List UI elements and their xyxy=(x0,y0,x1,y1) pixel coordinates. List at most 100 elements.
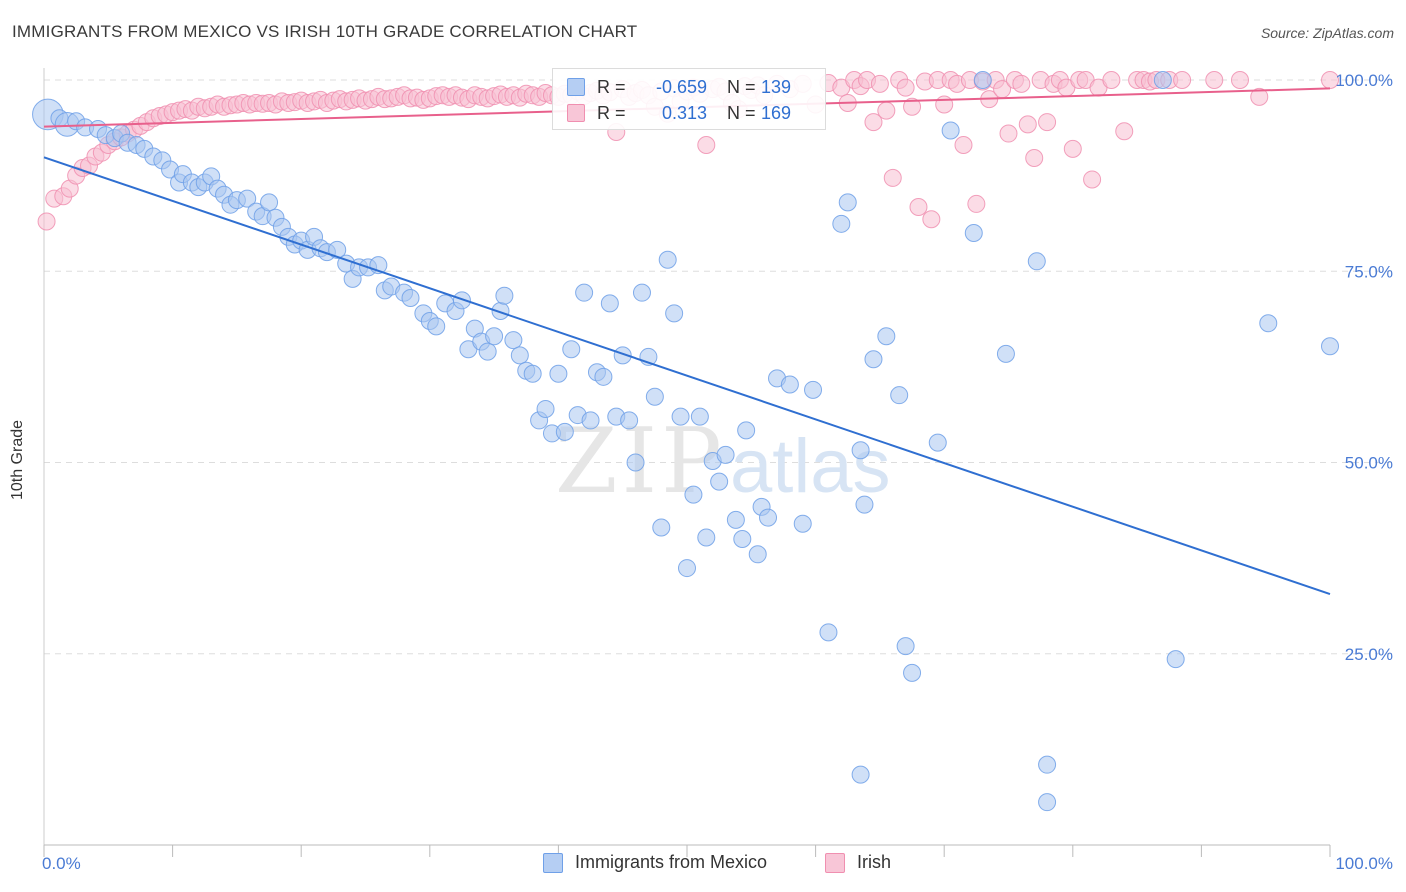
legend-swatch-irish xyxy=(825,852,845,873)
point-irish xyxy=(922,210,941,229)
point-irish xyxy=(697,136,716,155)
chart-title: IMMIGRANTS FROM MEXICO VS IRISH 10TH GRA… xyxy=(12,22,638,41)
point-irish xyxy=(1102,71,1121,89)
point-irish xyxy=(1063,139,1082,158)
point-mexico xyxy=(427,317,446,336)
point-mexico xyxy=(510,346,529,365)
point-mexico xyxy=(851,441,870,460)
point-mexico xyxy=(1259,314,1278,333)
point-mexico xyxy=(1321,337,1339,356)
point-mexico xyxy=(1038,755,1057,774)
point-mexico xyxy=(941,121,960,140)
point-irish xyxy=(1173,71,1192,89)
series-legend: Immigrants from Mexico Irish xyxy=(0,852,1406,878)
point-mexico xyxy=(1153,71,1172,89)
point-irish xyxy=(1083,170,1102,189)
point-mexico xyxy=(690,407,709,426)
point-mexico xyxy=(238,189,257,208)
point-mexico xyxy=(877,327,896,346)
point-mexico xyxy=(710,472,729,491)
point-irish xyxy=(935,95,954,114)
point-irish xyxy=(954,136,973,155)
point-mexico xyxy=(748,545,767,564)
point-irish xyxy=(896,78,915,97)
point-mexico xyxy=(658,250,677,269)
point-mexico xyxy=(485,327,504,346)
point-mexico xyxy=(523,364,542,383)
legend-label-irish: Irish xyxy=(857,852,892,872)
point-mexico xyxy=(716,445,735,464)
point-irish xyxy=(909,197,928,216)
point-mexico xyxy=(671,407,690,426)
n-value: 139 xyxy=(761,76,792,97)
point-irish xyxy=(1230,71,1249,89)
legend-item-mexico[interactable]: Immigrants from Mexico xyxy=(543,852,767,873)
point-irish xyxy=(1012,74,1031,93)
point-mexico xyxy=(328,240,347,259)
point-mexico xyxy=(780,375,799,394)
point-irish xyxy=(1250,87,1269,106)
r-label: R = xyxy=(597,76,626,97)
point-mexico xyxy=(851,765,870,784)
point-mexico xyxy=(495,286,514,305)
point-mexico xyxy=(652,518,671,537)
point-mexico xyxy=(632,283,651,302)
point-mexico xyxy=(665,304,684,323)
y-tick-label: 100.0% xyxy=(1335,71,1393,90)
series-immigrants-from-mexico xyxy=(32,71,1339,812)
point-mexico xyxy=(401,289,420,308)
point-mexico xyxy=(581,411,600,430)
point-mexico xyxy=(620,411,639,430)
r-label: R = xyxy=(597,102,626,123)
point-mexico xyxy=(697,528,716,547)
legend-swatch-mexico xyxy=(567,78,585,96)
legend-item-irish[interactable]: Irish xyxy=(825,852,891,873)
y-tick-label: 75.0% xyxy=(1345,262,1393,281)
point-mexico xyxy=(832,214,851,233)
point-mexico xyxy=(600,294,619,313)
point-mexico xyxy=(562,340,581,359)
point-mexico xyxy=(804,380,823,399)
point-mexico xyxy=(575,283,594,302)
point-mexico xyxy=(613,346,632,365)
point-mexico xyxy=(973,71,992,89)
source-label: Source: ZipAtlas.com xyxy=(1260,25,1394,41)
point-mexico xyxy=(504,331,523,350)
point-mexico xyxy=(555,422,574,441)
point-mexico xyxy=(549,364,568,383)
trend-line-mexico xyxy=(43,156,1331,596)
point-mexico xyxy=(678,559,696,578)
point-irish xyxy=(1018,115,1037,134)
point-irish xyxy=(883,168,902,187)
point-mexico xyxy=(864,350,883,369)
point-irish xyxy=(967,194,986,213)
point-mexico xyxy=(903,663,922,682)
point-irish xyxy=(1038,113,1057,132)
point-irish xyxy=(1205,71,1224,89)
point-mexico xyxy=(684,485,703,504)
x-tick-label: 100.0% xyxy=(1335,854,1393,873)
point-irish xyxy=(877,101,896,120)
point-mexico xyxy=(793,514,812,533)
legend-swatch-irish xyxy=(567,104,585,122)
point-mexico xyxy=(890,386,909,405)
correlation-legend: R = -0.659 N = 139 R = 0.313 N = 169 xyxy=(552,68,826,130)
point-mexico xyxy=(1038,793,1057,812)
n-value: 169 xyxy=(761,102,792,123)
point-irish xyxy=(999,124,1018,143)
point-mexico xyxy=(726,510,745,529)
watermark-atlas: atlas xyxy=(730,424,891,509)
legend-label-mexico: Immigrants from Mexico xyxy=(575,852,768,872)
gridlines xyxy=(44,79,1392,655)
point-mexico xyxy=(626,453,645,472)
point-mexico xyxy=(536,399,555,418)
legend-swatch-mexico xyxy=(543,852,563,873)
point-mexico xyxy=(838,193,857,212)
tick-labels: 25.0% 50.0% 75.0% 100.0% 0.0% 100.0% xyxy=(42,71,1393,873)
trend-lines xyxy=(43,87,1331,596)
n-label: N = xyxy=(727,102,756,123)
point-mexico xyxy=(260,193,279,212)
legend-row-irish: R = 0.313 N = 169 xyxy=(567,101,801,125)
point-mexico xyxy=(759,508,778,527)
